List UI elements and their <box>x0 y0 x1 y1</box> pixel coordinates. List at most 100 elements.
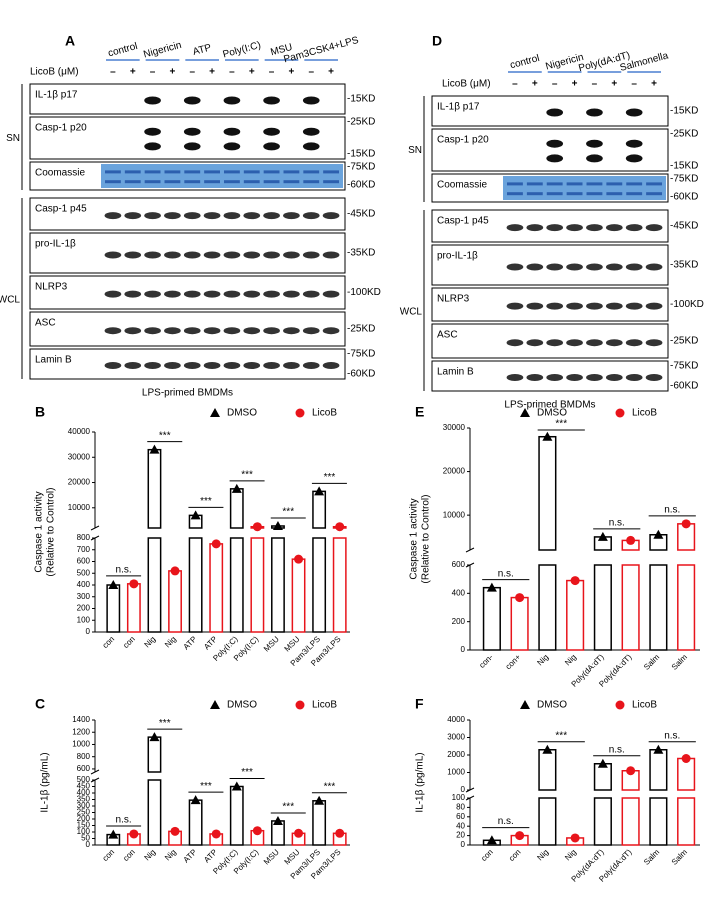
y-tick-label: 800 <box>77 752 91 761</box>
sign-label: – <box>592 79 598 90</box>
y-tick-label: 200 <box>77 604 91 613</box>
significance-label: *** <box>159 718 171 729</box>
mean-marker <box>314 795 325 805</box>
blot-band <box>263 212 280 220</box>
y-tick-label: 0 <box>86 627 91 636</box>
blot-band <box>322 290 340 298</box>
mean-marker <box>272 520 283 530</box>
size-marker: -15KD <box>670 106 698 117</box>
size-marker: -45KD <box>347 209 375 220</box>
row-label: Casp-1 p45 <box>35 204 87 215</box>
blot-band <box>302 96 320 105</box>
row-label: Casp-1 p20 <box>437 135 489 146</box>
size-marker: -60KD <box>670 381 698 392</box>
mean-marker <box>515 831 525 841</box>
blot-band <box>243 290 261 298</box>
y-tick-label: 500 <box>77 568 91 577</box>
mean-marker <box>486 582 497 592</box>
size-marker: -35KD <box>670 260 698 271</box>
blot-band <box>302 127 320 136</box>
coomassie-band <box>606 182 623 186</box>
group-label: SN <box>6 133 20 144</box>
blot-band <box>263 96 280 105</box>
blot-band <box>302 327 320 335</box>
row-label: IL-1β p17 <box>437 102 480 113</box>
significance-label: *** <box>555 730 567 741</box>
bar <box>566 579 585 651</box>
legend-marker <box>210 408 220 417</box>
blot-band <box>645 263 663 271</box>
x-tick-label: Nig <box>163 848 178 863</box>
blot-band <box>104 212 122 220</box>
blot-band <box>283 251 300 259</box>
size-marker: -60KD <box>347 369 375 380</box>
y-tick-label: 600 <box>77 764 91 773</box>
mean-marker <box>170 826 180 836</box>
legend-marker <box>615 408 625 418</box>
blot-band <box>223 290 241 298</box>
y-tick-label: 20000 <box>443 467 466 476</box>
bar <box>621 564 640 651</box>
mean-marker <box>108 580 119 589</box>
size-marker: -15KD <box>670 161 698 172</box>
blot-band <box>322 251 340 259</box>
legend-label: DMSO <box>537 700 567 711</box>
blot-band <box>546 139 564 148</box>
size-marker: -15KD <box>347 149 375 160</box>
x-tick-label: Salm <box>642 652 661 671</box>
mean-marker <box>653 744 664 754</box>
row-label: NLRP3 <box>35 282 68 293</box>
bar <box>291 558 306 633</box>
bar <box>126 583 141 633</box>
blot-band <box>144 212 161 220</box>
blot-band <box>223 127 241 136</box>
x-tick-label: Nig <box>535 653 550 668</box>
blot-box <box>431 128 669 172</box>
blot-band <box>506 224 524 232</box>
panel-letter: D <box>432 33 442 49</box>
mean-marker <box>681 519 691 529</box>
x-tick-label: Salm <box>670 652 689 671</box>
mean-marker <box>190 510 201 520</box>
x-tick-label: con <box>121 848 136 863</box>
mean-marker <box>170 566 180 576</box>
blot-band <box>263 127 280 136</box>
y-tick-label: 400 <box>77 580 91 589</box>
blot-band <box>263 290 280 298</box>
panel-letter: B <box>35 404 45 420</box>
mean-marker <box>486 835 497 845</box>
blot-band <box>625 302 643 310</box>
mean-marker <box>542 744 553 754</box>
blot-band <box>183 327 201 335</box>
y-tick-label: 60 <box>456 812 465 821</box>
blot-band <box>566 339 583 347</box>
blot-band <box>144 290 161 298</box>
blot-band <box>263 142 280 151</box>
panel-letter: E <box>415 404 424 420</box>
sign-label: + <box>651 79 657 90</box>
mean-marker <box>570 833 580 843</box>
coomassie-band <box>566 182 583 186</box>
blot-band <box>546 224 564 232</box>
bar <box>677 757 696 791</box>
y-tick-label: 20000 <box>68 478 91 487</box>
mean-marker <box>626 766 636 776</box>
coomassie-band <box>646 182 662 186</box>
y-tick-label: 400 <box>452 588 466 597</box>
legend-label: DMSO <box>227 408 257 419</box>
row-label: Lamin B <box>35 355 72 366</box>
blot-band <box>586 374 603 381</box>
coomassie-band <box>105 180 121 184</box>
size-marker: -25KD <box>347 324 375 335</box>
y-tick-label: 250 <box>77 808 91 817</box>
legend-label: LicoB <box>632 408 657 419</box>
sign-label: – <box>308 67 314 78</box>
x-tick-label: MSU <box>262 634 281 653</box>
legend-marker <box>295 700 305 710</box>
x-tick-label: Nig <box>535 848 550 863</box>
blot-band <box>104 327 122 335</box>
mean-marker <box>294 554 304 564</box>
sign-label: + <box>130 67 136 78</box>
bar <box>649 797 668 846</box>
